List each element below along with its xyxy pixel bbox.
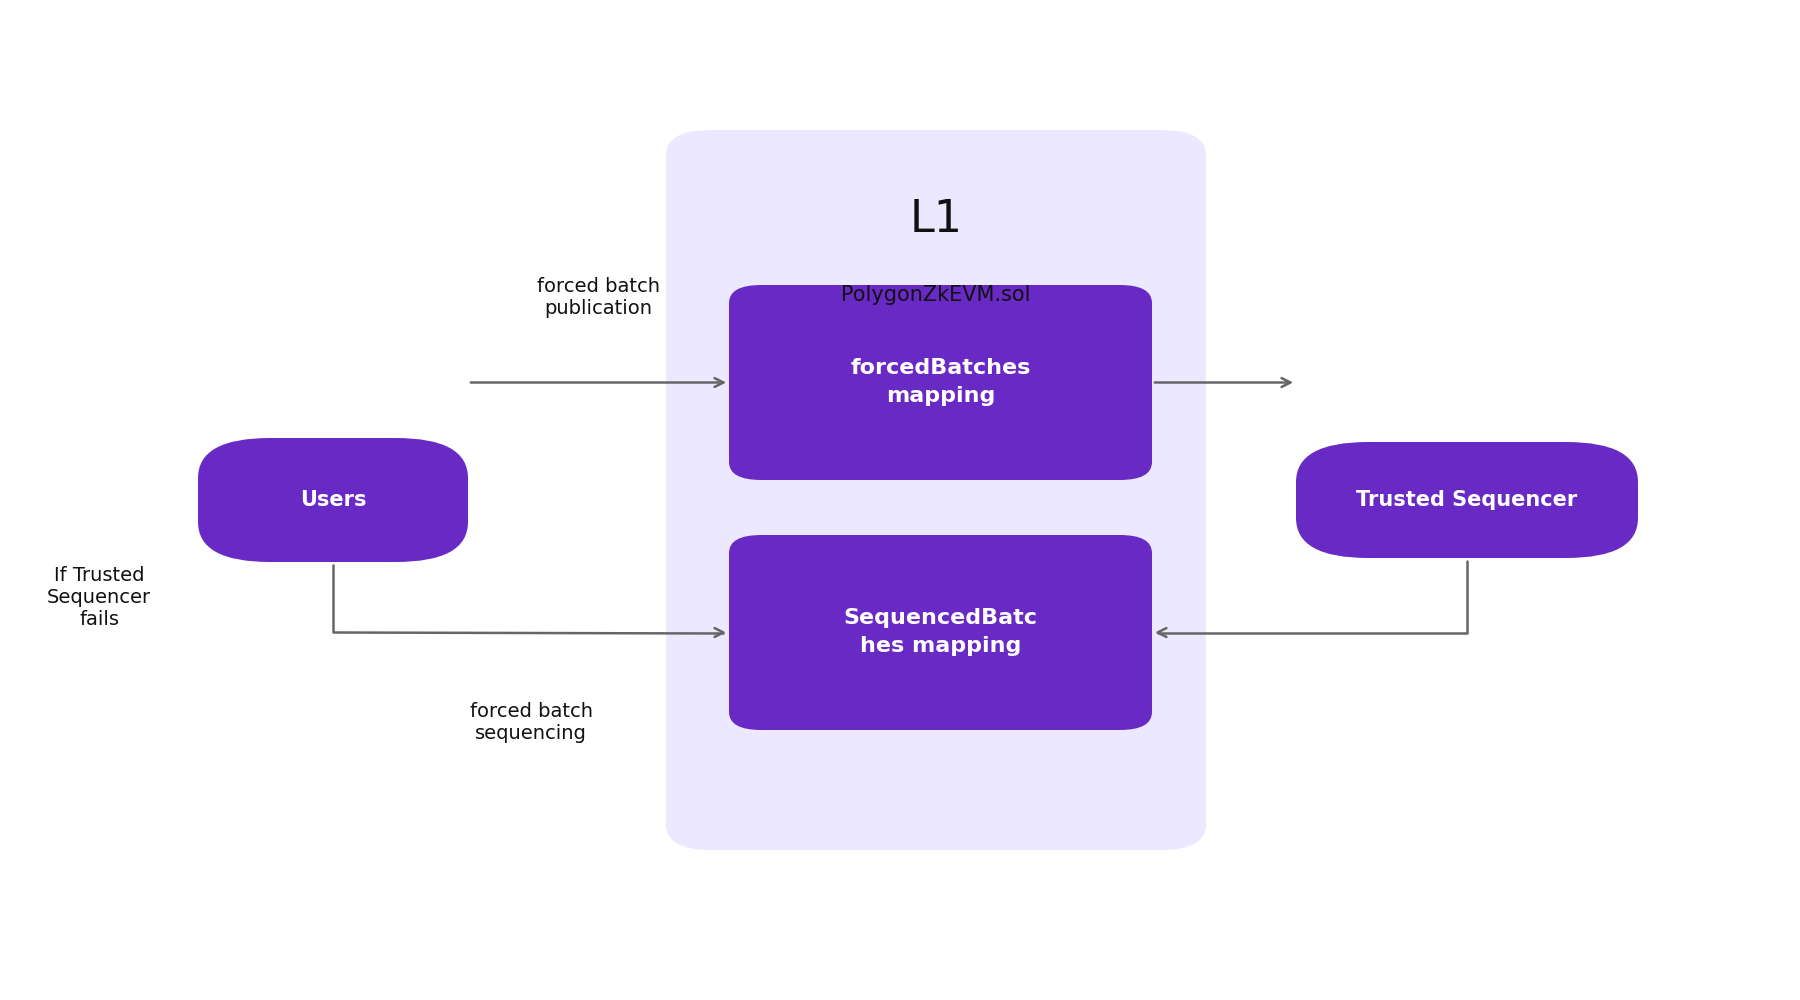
FancyBboxPatch shape [729,535,1152,730]
Text: forced batch
publication: forced batch publication [536,277,661,318]
Text: Trusted Sequencer: Trusted Sequencer [1357,490,1577,510]
FancyBboxPatch shape [666,130,1206,850]
FancyBboxPatch shape [198,438,468,562]
Text: forced batch
sequencing: forced batch sequencing [470,702,592,743]
Text: PolygonZkEVM.sol: PolygonZkEVM.sol [841,285,1031,305]
Text: If Trusted
Sequencer
fails: If Trusted Sequencer fails [47,566,151,629]
Text: Users: Users [301,490,365,510]
FancyBboxPatch shape [729,285,1152,480]
FancyBboxPatch shape [1296,442,1638,558]
Text: SequencedBatc
hes mapping: SequencedBatc hes mapping [844,608,1037,656]
Text: forcedBatches
mapping: forcedBatches mapping [850,359,1031,406]
Text: L1: L1 [909,198,963,241]
